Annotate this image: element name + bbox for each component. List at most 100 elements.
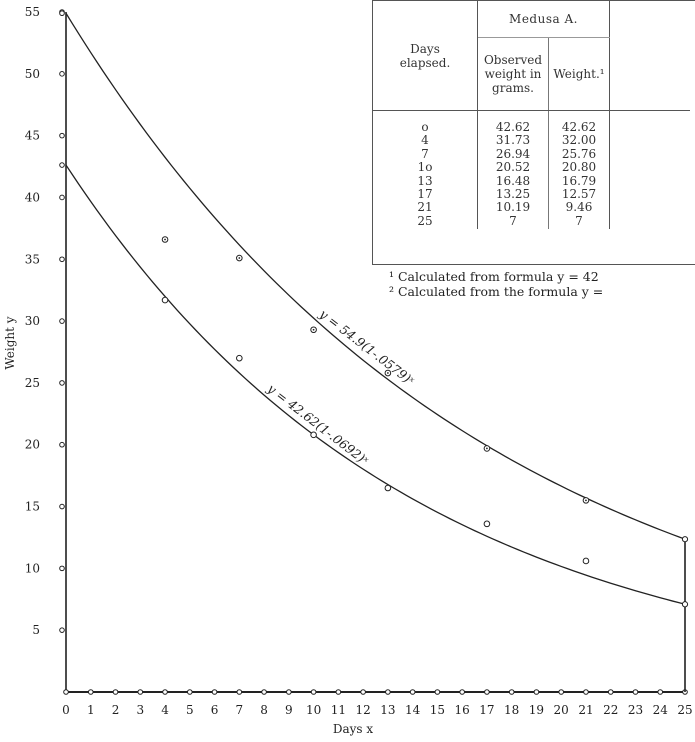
- x-tick-label: 23: [628, 703, 643, 717]
- y-tick-label: 25: [25, 376, 40, 390]
- y-tick-label: 55: [25, 5, 40, 19]
- x-axis-marker: [409, 689, 416, 695]
- x-tick-label: 11: [331, 703, 346, 717]
- y-tick-label: 30: [25, 314, 40, 328]
- y-intercept-marker: [59, 162, 65, 168]
- observed-column: 42.62 31.73 26.94 20.52 16.48 13.25 10.19 7: [477, 110, 549, 230]
- x-tick-label: 10: [306, 703, 321, 717]
- x-axis-marker: [63, 689, 69, 695]
- x-axis-marker: [360, 689, 366, 695]
- x-tick-label: 8: [260, 703, 268, 717]
- x-tick-label: 17: [479, 703, 494, 717]
- y-tick-label: 15: [25, 500, 40, 514]
- x-tick-label: 22: [603, 703, 618, 717]
- x-axis-marker: [335, 689, 342, 695]
- x-tick-label: 2: [112, 703, 120, 717]
- y-axis-marker: [59, 318, 65, 324]
- data-point: [483, 520, 491, 528]
- x-axis-marker: [434, 689, 441, 695]
- x-axis-marker: [310, 689, 317, 695]
- x-axis-marker: [87, 689, 94, 695]
- y-tick-label: 5: [32, 623, 40, 637]
- x-tick-label: 4: [161, 703, 169, 717]
- observed-weight-header: Observed weight in grams.: [477, 37, 549, 111]
- y-tick-label: 10: [25, 561, 40, 575]
- y-axis-title: Weight y: [3, 316, 17, 369]
- x-axis-marker: [632, 689, 639, 695]
- y-axis-marker: [59, 132, 65, 139]
- x-axis-marker: [607, 689, 614, 695]
- x-axis-marker: [112, 689, 119, 695]
- data-point-center: [486, 447, 488, 450]
- x-axis-marker: [211, 689, 218, 695]
- x-axis-marker: [187, 689, 193, 695]
- y-tick-label: 35: [25, 252, 40, 266]
- x-axis-marker: [583, 689, 589, 695]
- curve-end-marker: [681, 601, 689, 608]
- data-point: [161, 296, 169, 304]
- cut-off-column-header: [609, 1, 690, 111]
- x-axis-marker: [385, 689, 391, 695]
- fitted-curve-2: [65, 164, 686, 605]
- data-point: [310, 431, 317, 439]
- data-point: [384, 484, 392, 492]
- x-tick-label: 16: [455, 703, 470, 717]
- y-axis-marker: [59, 441, 65, 448]
- curves: [65, 12, 686, 692]
- upper-curve-label: y = 54.9(1-.0579)ˣ: [316, 305, 418, 388]
- y-tick-label: 45: [25, 129, 40, 143]
- data-table: Days elapsed. Medusa A. Observed weight in…: [372, 0, 695, 265]
- y-axis-marker: [59, 380, 65, 386]
- data-point-center: [312, 328, 315, 331]
- x-axis-marker: [162, 689, 168, 695]
- data-point-center: [585, 499, 587, 502]
- x-tick-label: 12: [355, 703, 370, 717]
- x-tick-label: 21: [578, 703, 593, 717]
- fitted-curve-1: [65, 12, 686, 540]
- x-tick-label: 15: [430, 703, 445, 717]
- curve-end-marker: [681, 536, 689, 543]
- footnotes: ¹ Calculated from formula y = 42 ² Calcu…: [389, 269, 603, 299]
- x-tick-label: 1: [87, 703, 95, 717]
- x-axis-title: Days x: [333, 722, 374, 736]
- axes: [65, 12, 685, 693]
- x-axis-marker: [261, 689, 267, 695]
- x-tick-label: 9: [285, 703, 293, 717]
- footnote-2: ² Calculated from the formula y =: [389, 284, 604, 299]
- weight-header: Weight.¹: [548, 37, 610, 111]
- lower-curve-label: y = 42.62(1-.0692)ˣ: [264, 380, 372, 468]
- cut-off-column: [610, 111, 691, 230]
- x-axis-marker: [459, 689, 465, 695]
- x-tick-label: 7: [235, 703, 243, 717]
- x-axis-marker: [533, 689, 540, 695]
- x-tick-label: 19: [529, 703, 544, 717]
- data-points: [161, 236, 689, 608]
- y-axis-ticks: 5 10 15 20 25 30 35 40 45 50 55: [25, 5, 65, 637]
- x-axis-marker: [484, 689, 490, 695]
- y-axis-marker: [59, 503, 65, 510]
- y-axis-marker: [59, 627, 65, 633]
- data-point-center: [164, 238, 166, 241]
- x-tick-label: 18: [504, 703, 519, 717]
- x-axis-marker: [558, 689, 565, 695]
- x-tick-label: 0: [62, 703, 70, 717]
- x-tick-label: 14: [405, 703, 421, 717]
- x-tick-label: 13: [380, 703, 395, 717]
- y-axis-marker: [59, 565, 65, 572]
- days-column: o 4 7 1o 13 17 21 25: [373, 110, 478, 230]
- footnote-1: ¹ Calculated from formula y = 42: [389, 269, 599, 284]
- x-tick-label: 6: [211, 703, 219, 717]
- weight-column: 42.62 32.00 25.76 20.80 16.79 12.57 9.46 7: [548, 110, 610, 230]
- x-axis-marker: [657, 689, 664, 695]
- x-tick-label: 24: [653, 703, 669, 717]
- x-tick-label: 3: [136, 703, 144, 717]
- medusa-a-header: Medusa A.: [477, 1, 610, 38]
- y-axis-marker: [59, 194, 65, 201]
- x-axis-marker: [137, 689, 144, 695]
- y-tick-label: 50: [25, 67, 40, 81]
- x-tick-label: 5: [186, 703, 194, 717]
- y-axis-marker: [59, 256, 65, 263]
- x-tick-label: 20: [554, 703, 569, 717]
- data-point: [582, 557, 590, 565]
